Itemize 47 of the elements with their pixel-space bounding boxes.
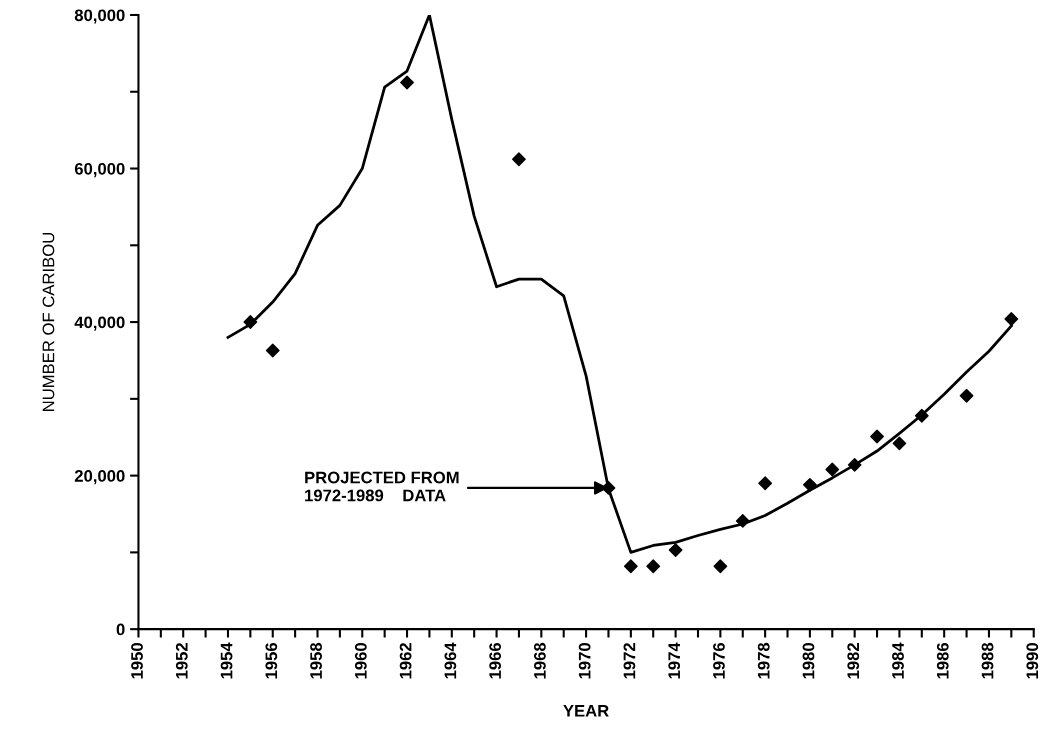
point	[265, 343, 280, 358]
y-tick-label: 0	[116, 623, 125, 636]
x-tick-label: 1982	[847, 643, 860, 679]
x-tick-label: 1960	[354, 643, 367, 679]
x-tick-label: 1966	[489, 642, 502, 679]
point	[400, 75, 414, 90]
x-tick-label: 1984	[892, 642, 904, 679]
x-tick-label: 1972	[623, 643, 636, 679]
x-tick-label: 1988	[981, 642, 994, 679]
point	[646, 559, 661, 574]
point	[870, 429, 884, 444]
point	[825, 462, 840, 477]
point	[1004, 312, 1019, 326]
x-tick-label: 1970	[578, 643, 591, 679]
x-tick-label: 1976	[713, 642, 725, 679]
y-tick-label: 20,000	[74, 470, 125, 485]
point	[668, 543, 683, 557]
point	[914, 408, 929, 423]
x-tick-label: 1958	[310, 642, 322, 679]
x-tick-label: 1968	[533, 642, 546, 679]
point	[892, 436, 907, 451]
point	[847, 457, 862, 472]
x-tick-label: 1964	[444, 642, 457, 679]
y-tick-label: 40,000	[74, 316, 125, 331]
x-tick-label: 1956	[265, 642, 278, 679]
x-tick-label: 1978	[757, 642, 770, 679]
x-tick-label: 1950	[131, 643, 143, 679]
point	[802, 477, 817, 492]
y-axis-title: NUMBER OF CARIBOU	[42, 233, 55, 411]
point	[512, 152, 526, 167]
x-tick-label: 1952	[175, 643, 188, 679]
point	[243, 315, 258, 329]
annotation: PROJECTED FROM 1972-1989 DATA	[305, 471, 459, 502]
point	[959, 388, 974, 403]
x-axis-title: YEAR	[563, 705, 609, 717]
y-tick-label: 60,000	[74, 162, 125, 178]
x-tick-label: 1990	[1026, 643, 1039, 679]
x-tick-label: 1980	[802, 643, 815, 679]
x-tick-label: 1986	[936, 642, 949, 679]
x-tick-label: 1974	[668, 642, 681, 679]
point	[758, 476, 773, 491]
y-tick-label: 80,000	[74, 9, 125, 24]
point	[623, 559, 638, 574]
point	[735, 514, 750, 528]
point	[713, 559, 728, 574]
x-tick-label: 1954	[220, 642, 233, 679]
x-tick-label: 1962	[399, 643, 412, 679]
